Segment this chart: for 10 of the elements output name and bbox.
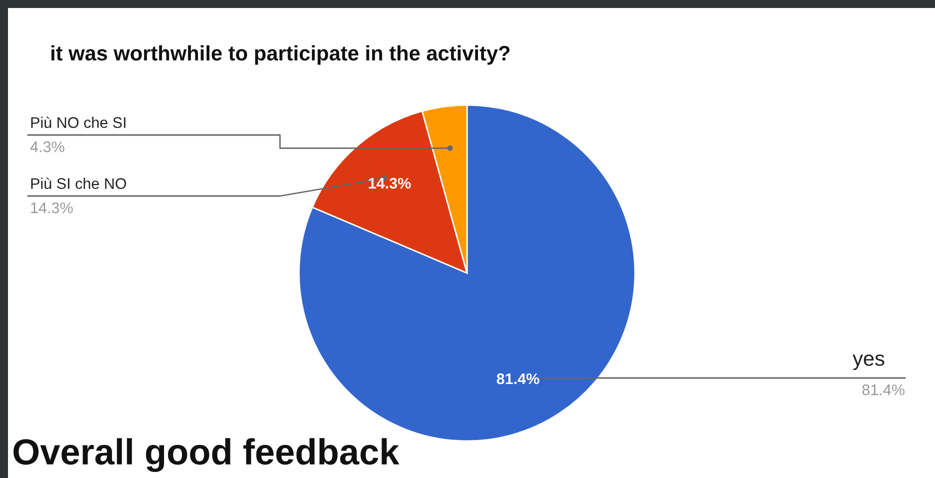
data-label: 81.4% (496, 373, 540, 384)
text: Overall good feedback (13, 438, 400, 472)
slice-label: Più NO che SI (31, 116, 126, 128)
data-label: 14.3% (368, 178, 411, 189)
text: 14.3% (31, 202, 73, 214)
text: 81.4% (862, 384, 904, 396)
slice-label: Più SI che NO (31, 178, 126, 189)
chart-title: it was worthwhile to participate in the activity? (51, 45, 510, 65)
slice-label: yes (852, 354, 884, 370)
text: 4.3% (30, 141, 64, 152)
